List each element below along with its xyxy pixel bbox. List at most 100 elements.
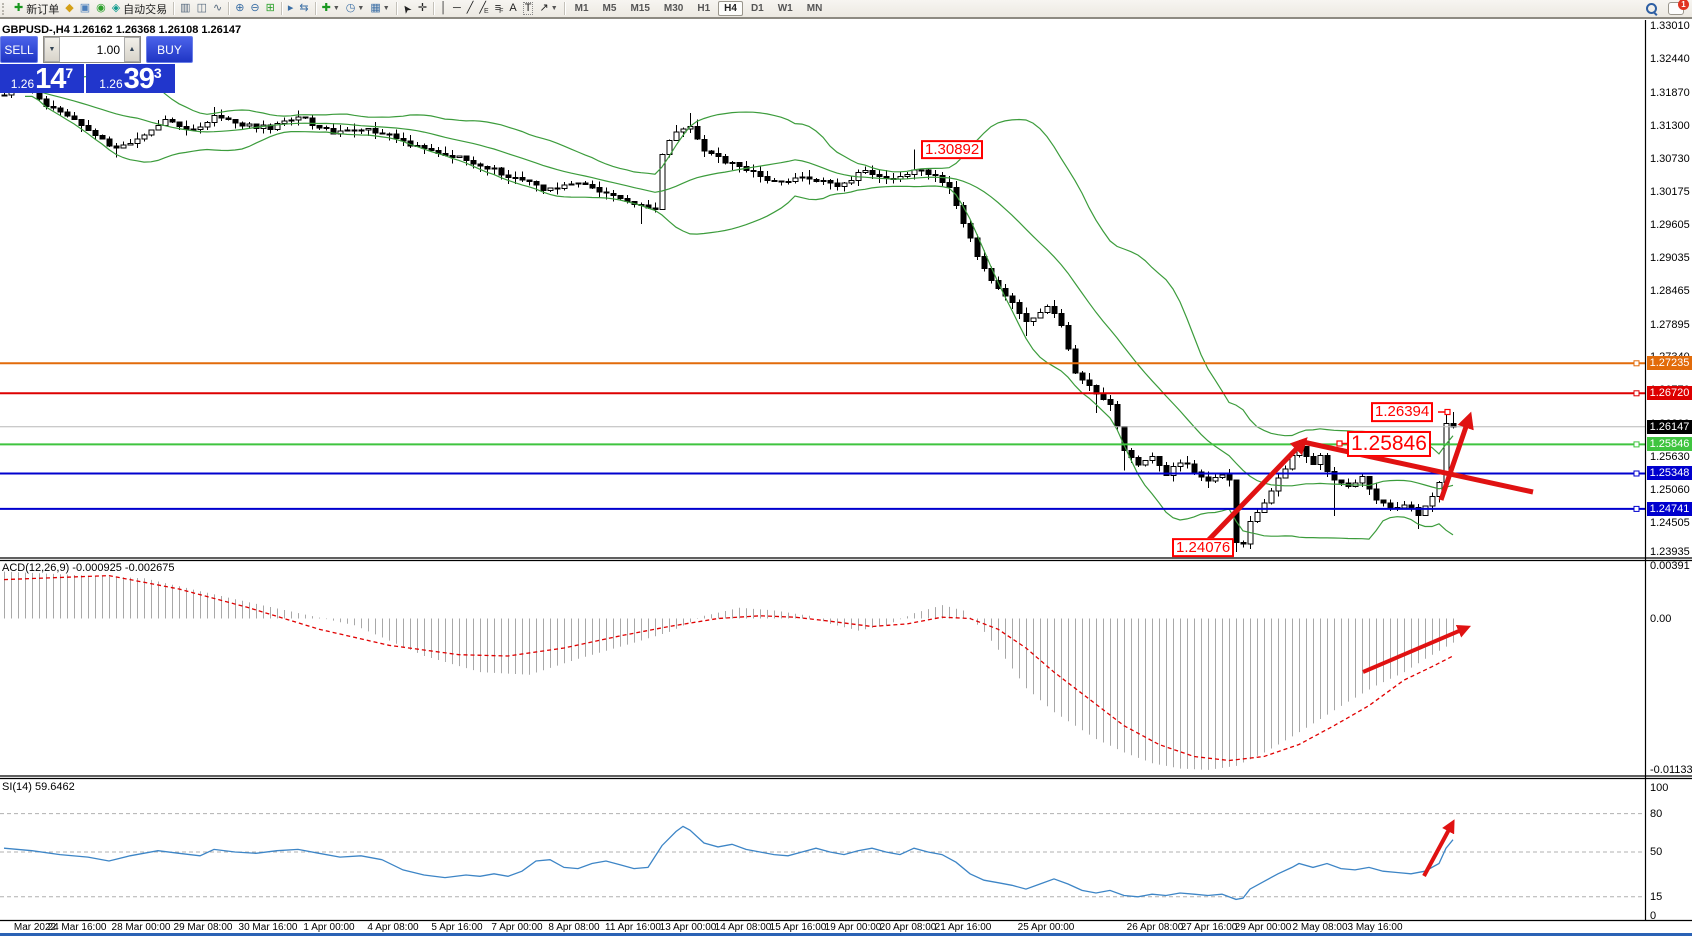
price-tick: 1.31300 (1650, 119, 1690, 132)
modify-order-icon: ◆ (65, 2, 74, 14)
price-tick: 1.25630 (1650, 450, 1690, 463)
volume-input[interactable]: 1.00 (96, 42, 120, 57)
volume-stepper[interactable]: ▼ 1.00 ▲ (43, 36, 141, 63)
volume-decrease-button[interactable]: ▼ (44, 37, 60, 62)
tf-m5-button[interactable]: M5 (602, 3, 617, 14)
candlestick-chart-icon: ◫ (196, 2, 207, 14)
chevron-down-icon[interactable]: ▼ (357, 5, 365, 12)
toolbar-separator (173, 2, 175, 15)
chevron-down-icon[interactable]: ▼ (550, 5, 558, 12)
line-chart-icon: ∿ (212, 2, 223, 14)
auto-scroll-icon: ▸ (287, 2, 294, 14)
horizontal-line-tool-icon: ─ (452, 2, 461, 14)
new-order-button[interactable]: ✚ 新订单 (11, 1, 62, 16)
tf-d1-button[interactable]: D1 (750, 3, 764, 14)
auto-trading-button[interactable]: ◈ 自动交易 (109, 1, 170, 16)
zoom-out-icon: ⊖ (250, 2, 260, 14)
trendline-tool-icon: ╱ (466, 2, 474, 14)
chevron-down-icon[interactable]: ▼ (382, 5, 390, 12)
tf-m30-button[interactable]: M30 (663, 3, 684, 14)
date-label: 28 Mar 00:00 (111, 922, 171, 933)
tf-m1-button[interactable]: M1 (574, 3, 589, 14)
signal-button[interactable]: ◉ (93, 1, 109, 16)
zoom-in-button[interactable]: ⊕ (232, 1, 247, 16)
vertical-line-tool-button[interactable]: │ (437, 1, 450, 16)
notification-badge: 1 (1678, 0, 1689, 10)
date-label: 20 Apr 08:00 (879, 922, 937, 933)
cursor-icon: ➤ (399, 1, 415, 17)
zoom-out-button[interactable]: ⊖ (247, 1, 262, 16)
macd-axis-tick: 0.00 (1650, 612, 1672, 625)
price-annotation[interactable]: 1.26394 (1371, 402, 1434, 423)
fibonacci-tool-button[interactable]: ≡ F (492, 1, 507, 16)
tile-windows-button[interactable]: ⊞ (263, 1, 278, 16)
buy-button[interactable]: BUY (146, 36, 193, 63)
arrows-tool-button[interactable]: ↗ ▼ (536, 1, 560, 16)
toolbar: ✚ 新订单 ◆ ▣ ◉ ◈ 自动交易 ▥ ◫ ∿ ⊕ ⊖ ⊞ ▸ ⇆ ✚ ▼ ◷ ▼ ▦ ▼ ➤ ✛ │ ─ ╱ ╱ E ≡ F A T ↗ ▼ M… (0, 0, 1692, 18)
price-tick: 1.27895 (1650, 318, 1690, 331)
templates-icon: ▦ (370, 2, 381, 14)
price-line-label: 1.25846 (1647, 437, 1692, 452)
new-order-icon: ✚ (14, 2, 24, 14)
sell-price[interactable]: 1.26 14 7 (0, 64, 84, 94)
channel-tool-button[interactable]: ╱ E (476, 1, 491, 16)
chart-shift-button[interactable]: ⇆ (296, 1, 311, 16)
price-line-label: 1.26720 (1647, 386, 1692, 401)
tf-mn-button[interactable]: MN (806, 3, 823, 14)
date-label: 19 Apr 00:00 (824, 922, 882, 933)
crosshair-icon: ✛ (417, 2, 428, 14)
tf-w1-button[interactable]: W1 (777, 3, 793, 14)
date-label: 4 Apr 08:00 (367, 922, 419, 933)
chat-icon[interactable]: 1 (1668, 0, 1689, 15)
indicators-icon: ✚ (321, 2, 331, 14)
auto-scroll-button[interactable]: ▸ (285, 1, 297, 16)
volume-increase-button[interactable]: ▲ (124, 37, 140, 62)
price-tick: 1.30175 (1650, 185, 1690, 198)
indicators-button[interactable]: ✚ ▼ (319, 1, 343, 16)
tf-h1-button[interactable]: H1 (697, 3, 711, 14)
sell-price-sup: 7 (65, 65, 74, 81)
price-annotation[interactable]: 1.30892 (921, 139, 984, 160)
price-line-label: 1.26147 (1647, 419, 1692, 434)
templates-button[interactable]: ▦ ▼ (367, 1, 392, 16)
cursor-button[interactable]: ➤ (399, 1, 415, 17)
price-annotation[interactable]: 1.24076 (1172, 537, 1235, 558)
price-tick: 1.31870 (1650, 86, 1690, 99)
toolbar-separator (563, 2, 565, 15)
modify-order-button[interactable]: ◆ (62, 1, 76, 16)
rsi-axis-tick: 0 (1650, 910, 1657, 922)
toolbar-separator (228, 2, 230, 15)
line-chart-button[interactable]: ∿ (210, 1, 225, 16)
sell-button[interactable]: SELL (0, 36, 38, 63)
price-annotation[interactable]: 1.25846 (1347, 431, 1431, 458)
candlestick-chart-button[interactable]: ◫ (194, 1, 210, 16)
history-button[interactable]: ▣ (77, 1, 93, 16)
symbol-period: GBPUSD-,H4 (2, 24, 70, 36)
price-line-label: 1.27235 (1647, 356, 1692, 371)
auto-trading-icon: ◈ (111, 2, 121, 14)
periods-button[interactable]: ◷ ▼ (343, 1, 368, 16)
text-tool-button[interactable]: A (506, 1, 519, 16)
price-line-label: 1.24741 (1647, 501, 1692, 516)
label-tool-button[interactable]: T (520, 1, 537, 16)
price-tick: 1.32440 (1650, 53, 1690, 66)
crosshair-button[interactable]: ✛ (415, 1, 430, 16)
trendline-tool-button[interactable]: ╱ (464, 1, 477, 16)
chevron-down-icon[interactable]: ▼ (332, 5, 340, 12)
tf-m15-button[interactable]: M15 (630, 3, 650, 14)
chart-title: GBPUSD-,H4 1.26162 1.26368 1.26108 1.261… (2, 24, 241, 36)
bar-chart-icon: ▥ (180, 2, 191, 14)
tf-h4-button[interactable]: H4 (718, 1, 743, 16)
bar-chart-button[interactable]: ▥ (177, 1, 193, 16)
search-icon[interactable] (1646, 2, 1658, 15)
sell-price-prefix: 1.26 (10, 77, 35, 91)
date-label: 5 Apr 16:00 (431, 922, 483, 933)
date-label: 2 May 08:00 (1292, 922, 1348, 933)
rsi-axis-tick: 50 (1650, 846, 1663, 858)
buy-price[interactable]: 1.26 39 3 (86, 64, 175, 94)
horizontal-line-tool-button[interactable]: ─ (450, 1, 464, 16)
zoom-in-icon: ⊕ (235, 2, 245, 14)
rsi-axis-tick: 100 (1650, 782, 1669, 794)
